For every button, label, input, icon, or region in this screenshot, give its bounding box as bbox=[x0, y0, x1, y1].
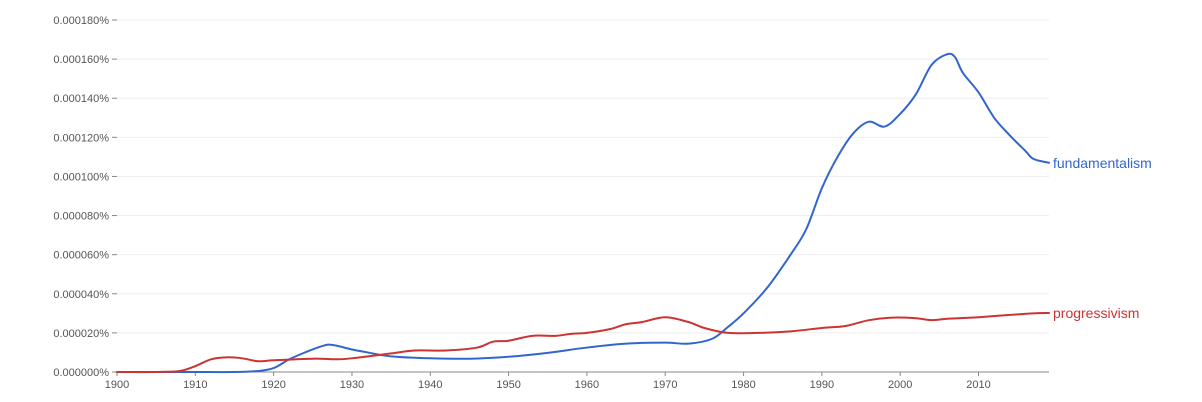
axes: 0.000000% 0.000020% 0.000040% 0.000060% 0.00… bbox=[53, 15, 1049, 391]
x-tick-label: 1950 bbox=[496, 379, 520, 391]
gridlines bbox=[117, 19, 1049, 334]
y-tick-label: 0.000100% bbox=[53, 171, 109, 183]
x-tick-label: 2010 bbox=[966, 379, 990, 391]
x-tick-label: 1900 bbox=[105, 379, 129, 391]
x-tick-label: 1990 bbox=[810, 379, 834, 391]
x-tick-label: 1960 bbox=[575, 379, 599, 391]
series-line-progressivism[interactable] bbox=[116, 311, 1050, 374]
x-tick-label: 2000 bbox=[888, 379, 912, 391]
y-tick-label: 0.000160% bbox=[53, 54, 109, 66]
series-label-progressivism[interactable]: progressivism bbox=[1053, 305, 1139, 321]
series-line-fundamentalism[interactable] bbox=[116, 52, 1050, 374]
y-tick-label: 0.000000% bbox=[53, 367, 109, 379]
series-lines bbox=[116, 52, 1050, 374]
series-labels: fundamentalism progressivism bbox=[1053, 155, 1152, 321]
y-tick-label: 0.000140% bbox=[53, 93, 109, 105]
series-label-fundamentalism[interactable]: fundamentalism bbox=[1053, 155, 1152, 171]
y-tick-label: 0.000020% bbox=[53, 328, 109, 340]
y-tick-label: 0.000080% bbox=[53, 211, 109, 223]
x-tick-label: 1940 bbox=[418, 379, 442, 391]
x-tick-label: 1920 bbox=[261, 379, 285, 391]
y-tick-label: 0.000060% bbox=[53, 250, 109, 262]
y-tick-label: 0.000120% bbox=[53, 132, 109, 144]
x-tick-label: 1910 bbox=[183, 379, 207, 391]
x-tick-label: 1970 bbox=[653, 379, 677, 391]
y-tick-label: 0.000180% bbox=[53, 15, 109, 27]
x-tick-label: 1980 bbox=[731, 379, 755, 391]
x-tick-label: 1930 bbox=[340, 379, 364, 391]
y-tick-label: 0.000040% bbox=[53, 289, 109, 301]
